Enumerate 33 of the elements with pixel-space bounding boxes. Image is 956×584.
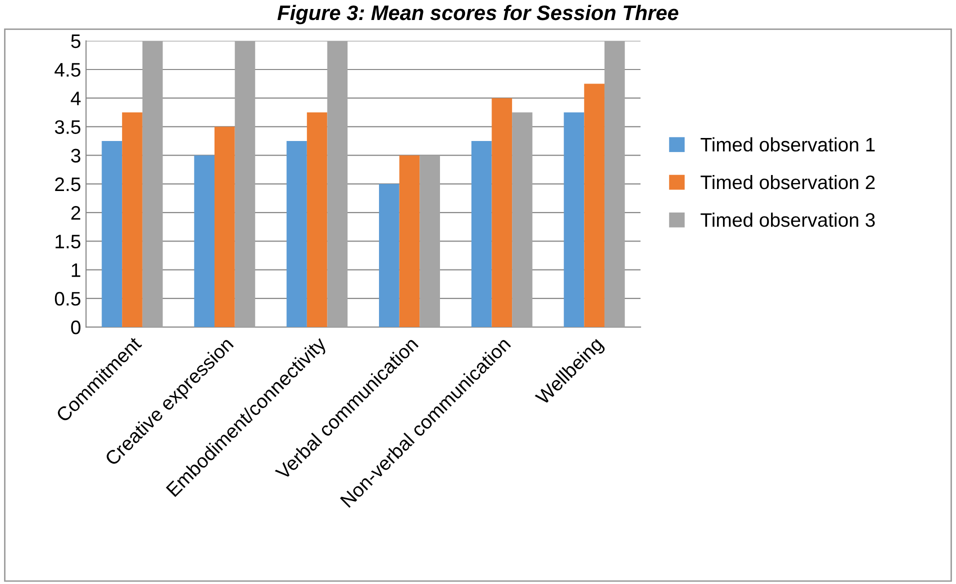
y-tick-label: 2 [71, 206, 80, 220]
bar [327, 40, 348, 328]
bar [194, 155, 214, 328]
y-tick-label: 3.5 [54, 120, 80, 134]
y-tick-label: 2.5 [55, 177, 80, 192]
y-tick-label: 0.5 [54, 292, 80, 306]
bar [306, 112, 328, 328]
legend-label: Timed observation 2 [700, 174, 875, 190]
y-tick-label: 4 [70, 92, 81, 106]
bar [122, 112, 142, 328]
bar [378, 184, 400, 328]
bar [420, 155, 440, 328]
bar [564, 112, 584, 328]
y-tick-label: 5 [71, 34, 80, 48]
y-tick-label: 0 [71, 320, 80, 334]
bar [142, 40, 163, 328]
bar [102, 141, 122, 328]
bar [512, 112, 532, 328]
chart-title: Figure 3: Mean scores for Session Three [278, 4, 678, 24]
y-tick-label: 4.5 [54, 63, 80, 77]
legend-label: Timed observation 1 [700, 137, 875, 152]
y-tick-label: 3 [71, 148, 80, 163]
bar [286, 141, 307, 328]
bar [471, 141, 492, 328]
bar [584, 84, 604, 328]
y-tick-label: 1 [72, 263, 80, 277]
bar [214, 126, 235, 328]
bar [399, 155, 420, 328]
legend-label: Timed observation 3 [700, 212, 875, 227]
bar [604, 40, 625, 328]
bar [492, 98, 512, 328]
bar [234, 40, 256, 328]
y-tick-label: 1.5 [56, 234, 80, 248]
